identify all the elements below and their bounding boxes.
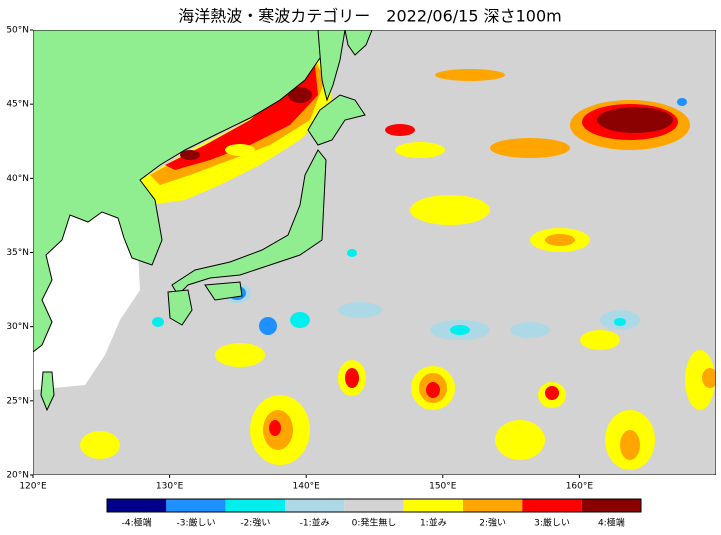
legend-label: 1:並み: [420, 517, 447, 529]
legend-label: 3:厳しい: [534, 517, 570, 529]
legend-label: -2:強い: [240, 517, 270, 529]
y-tick-label: 45°N: [6, 100, 29, 110]
map-title: 海洋熱波・寒波カテゴリー 2022/06/15 深さ100m: [178, 7, 561, 26]
x-tick-label: 140°E: [293, 482, 321, 492]
anomaly-fields: [80, 55, 716, 470]
x-tick-label: 120°E: [19, 482, 47, 492]
y-tick-label: 20°N: [6, 471, 29, 481]
x-tick-label: 160°E: [566, 482, 594, 492]
legend-label: -3:厳しい: [176, 517, 215, 529]
legend-label: -4:極端: [122, 517, 152, 529]
legend-swatch: [285, 499, 345, 512]
legend-swatch: [344, 499, 404, 512]
legend-swatch: [107, 499, 167, 512]
legend-label: -1:並み: [300, 517, 330, 529]
x-tick-label: 130°E: [156, 482, 184, 492]
x-tick-label: 150°E: [429, 482, 457, 492]
y-tick-label: 50°N: [6, 26, 29, 36]
legend-swatch: [522, 499, 582, 512]
legend-label: 0:発生無し: [352, 517, 397, 529]
legend-swatch: [166, 499, 226, 512]
no-data-area: [33, 195, 140, 390]
y-tick-label: 40°N: [6, 174, 29, 184]
y-tick-label: 35°N: [6, 248, 29, 258]
legend-swatch: [581, 499, 641, 512]
y-tick-label: 25°N: [6, 396, 29, 406]
legend-frame: [106, 498, 642, 513]
legend-swatch: [463, 499, 523, 512]
land: [33, 30, 373, 412]
legend-swatch: [225, 499, 285, 512]
legend-label: 2:強い: [479, 517, 506, 529]
map-area: [33, 30, 716, 475]
legend-label: 4:極端: [598, 517, 625, 529]
legend-swatch: [403, 499, 463, 512]
y-tick-label: 30°N: [6, 322, 29, 332]
